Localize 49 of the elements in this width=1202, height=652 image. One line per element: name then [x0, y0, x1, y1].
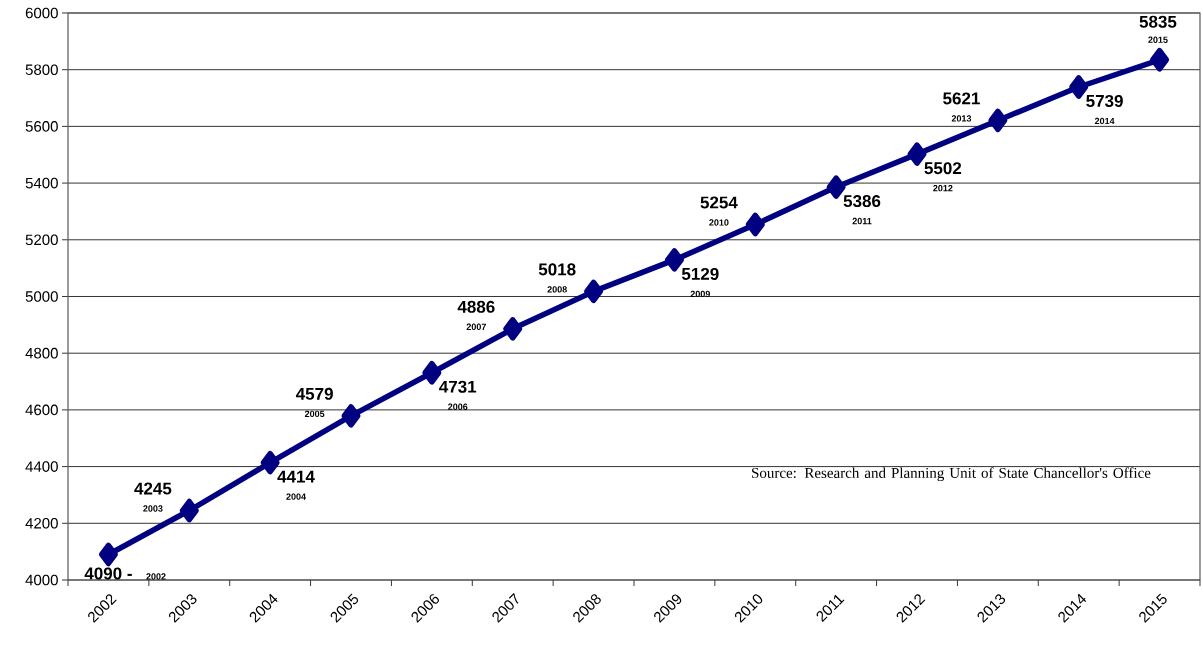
data-label: 5018 [538, 263, 576, 276]
data-label: 5502 [924, 162, 962, 175]
annotation: 2009 [690, 290, 710, 298]
y-tick-label: 6000 [25, 7, 58, 19]
data-label: 5254 [700, 196, 738, 209]
y-tick-label: 5800 [25, 64, 58, 75]
y-tick-label: 5400 [25, 177, 58, 189]
y-tick-label: 5000 [25, 291, 58, 302]
y-tick-label: 5600 [25, 121, 58, 132]
annotation: 2003 [143, 505, 163, 512]
point [98, 542, 118, 567]
y-tick-label: 4600 [25, 404, 58, 416]
data-label: 4090 - [84, 567, 132, 580]
annotation: 2007 [466, 323, 486, 330]
annotation: 2005 [304, 410, 325, 418]
annotation: 2006 [448, 403, 468, 410]
annotation: 2004 [286, 493, 306, 500]
y-tick-label: 4800 [25, 347, 58, 359]
data-label: 5129 [681, 267, 719, 280]
annotation: 2014 [1094, 117, 1115, 125]
annotation: Source: Research and Planning Unit of State Chancellor's Office [752, 467, 1151, 482]
data-label: 4414 [277, 470, 315, 483]
data-label: 4731 [439, 380, 477, 393]
annotation: 2008 [547, 286, 567, 293]
point [1150, 48, 1170, 72]
data-label: 5621 [943, 92, 980, 105]
data-label: 5835 [1139, 15, 1177, 28]
annotation: 2015 [1148, 36, 1168, 43]
data-label: 4245 [134, 482, 172, 495]
point [179, 498, 199, 523]
data-label: 5386 [843, 195, 881, 208]
annotation: 2010 [709, 219, 729, 226]
y-tick-label: 4400 [25, 461, 58, 472]
data-label: 5739 [1086, 94, 1123, 108]
annotation: 2011 [852, 217, 872, 225]
y-tick-label: 4000 [25, 574, 58, 586]
annotation: 2012 [933, 184, 953, 192]
annotation: 2013 [951, 115, 972, 122]
point [503, 317, 523, 341]
y-tick-label: 5200 [25, 234, 58, 246]
data-label: 4886 [457, 300, 495, 313]
point [664, 248, 684, 272]
point [341, 404, 361, 428]
y-tick-label: 4200 [25, 517, 58, 529]
data-label: 4579 [295, 387, 333, 400]
point [988, 108, 1008, 133]
annotation: 2002 [146, 573, 166, 580]
point [584, 279, 604, 304]
point [745, 212, 765, 237]
